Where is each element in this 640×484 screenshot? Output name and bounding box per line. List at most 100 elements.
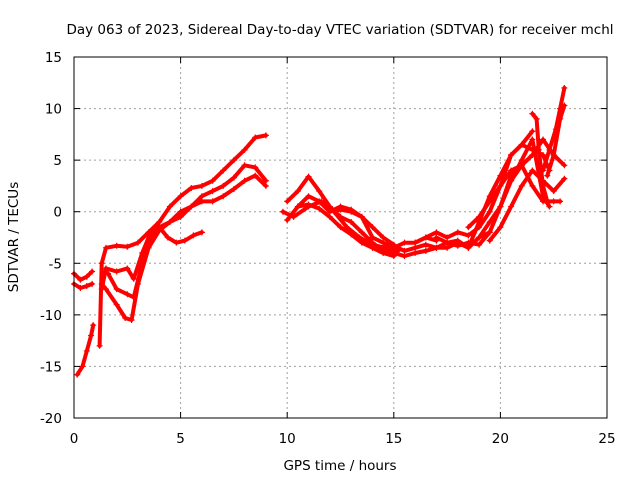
data-point (316, 205, 323, 212)
data-point (561, 162, 568, 169)
data-point (508, 167, 515, 174)
data-point (433, 234, 440, 241)
data-point (98, 286, 105, 293)
data-point (343, 224, 350, 231)
data-point (369, 234, 376, 241)
data-point (486, 208, 493, 215)
data-point (380, 239, 387, 246)
x-tick-label: 10 (279, 431, 296, 447)
data-point (497, 182, 504, 189)
data-point (486, 229, 493, 236)
data-point (209, 177, 216, 184)
data-point (529, 136, 536, 143)
series-pass-d (96, 132, 269, 349)
data-point (422, 247, 429, 254)
y-tick-label: -20 (40, 411, 62, 427)
data-point (139, 260, 146, 267)
data-point (316, 198, 323, 205)
y-tick-label: 0 (53, 205, 62, 221)
data-point (209, 188, 216, 195)
data-point (433, 244, 440, 251)
data-point (476, 234, 483, 241)
data-point (422, 241, 429, 248)
data-point (294, 188, 301, 195)
data-point (113, 301, 120, 308)
x-tick-label: 20 (492, 431, 509, 447)
y-tick-label: 15 (45, 50, 62, 66)
data-point (401, 253, 408, 260)
data-point (198, 193, 205, 200)
data-point (358, 229, 365, 236)
data-point (134, 239, 141, 246)
data-point (497, 224, 504, 231)
data-point (465, 232, 472, 239)
data-point (83, 282, 90, 289)
y-axis-label: SDTVAR / TECUs (6, 182, 22, 292)
data-point (279, 208, 286, 215)
data-point (380, 234, 387, 241)
data-point (544, 198, 551, 205)
data-point (561, 102, 568, 109)
x-tick-label: 0 (70, 431, 79, 447)
data-point (561, 175, 568, 182)
data-point (83, 347, 90, 354)
x-tick-label: 5 (176, 431, 185, 447)
data-point (241, 162, 248, 169)
tick-layer: 0 5 10 15 20 25 -20 -15 -10 -5 0 5 10 15 (40, 50, 616, 447)
y-tick-label: 5 (53, 153, 62, 169)
data-point (89, 268, 96, 275)
data-point (209, 198, 216, 205)
data-point (401, 247, 408, 254)
data-point (89, 280, 96, 287)
data-point (88, 332, 95, 339)
data-point (181, 237, 188, 244)
data-point (130, 294, 137, 301)
data-point (337, 203, 344, 210)
data-point (476, 213, 483, 220)
data-point (465, 244, 472, 251)
data-point (401, 239, 408, 246)
data-point (412, 244, 419, 251)
data-point (390, 249, 397, 256)
data-point (550, 198, 557, 205)
data-point (124, 291, 131, 298)
data-point (486, 237, 493, 244)
series-pass-a (71, 268, 96, 283)
data-point (124, 243, 131, 250)
data-point (305, 173, 312, 180)
series-line (295, 194, 396, 247)
data-point (77, 276, 84, 283)
data-point (557, 198, 564, 205)
series-pass-b (71, 280, 96, 292)
data-point (544, 172, 551, 179)
data-point (433, 229, 440, 236)
x-tick-label: 15 (385, 431, 402, 447)
data-point (486, 219, 493, 226)
data-point (305, 193, 312, 200)
data-point (198, 182, 205, 189)
data-point (557, 115, 564, 122)
data-point (508, 151, 515, 158)
data-point (241, 177, 248, 184)
data-point (198, 198, 205, 205)
data-point (444, 244, 451, 251)
data-point (290, 213, 297, 220)
series-pass-u (529, 110, 551, 205)
data-point (390, 242, 397, 249)
data-point (284, 216, 291, 223)
data-point (348, 206, 355, 213)
series-pass-g (105, 172, 269, 301)
data-point (177, 208, 184, 215)
data-point (476, 241, 483, 248)
data-point (326, 208, 333, 215)
data-point (294, 203, 301, 210)
data-point (529, 110, 536, 117)
data-point (412, 249, 419, 256)
data-point (535, 146, 542, 153)
series-pass-v (540, 84, 568, 174)
series-line (72, 281, 95, 290)
data-point (540, 136, 547, 143)
data-point (465, 224, 472, 231)
data-point (262, 177, 269, 184)
data-point (188, 203, 195, 210)
